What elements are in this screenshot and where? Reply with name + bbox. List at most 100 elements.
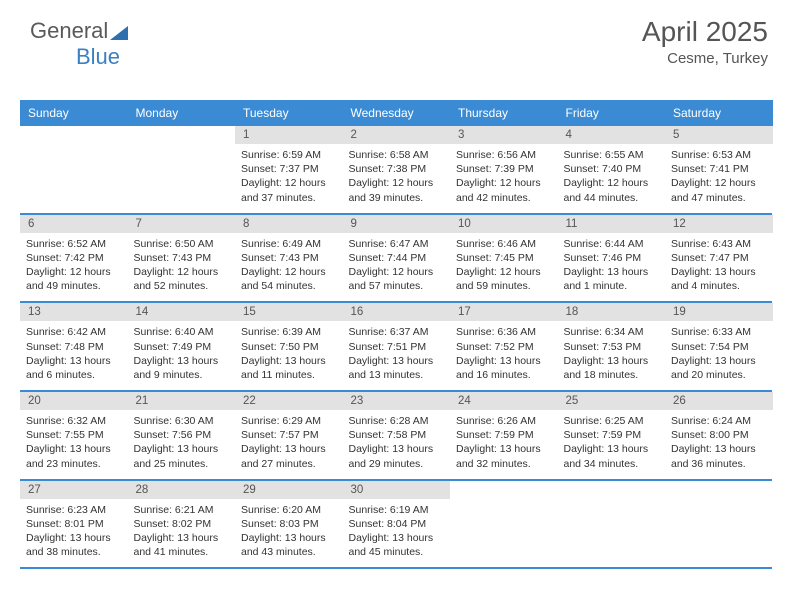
day-body: Sunrise: 6:42 AMSunset: 7:48 PMDaylight:…: [20, 321, 128, 390]
day-number: 20: [20, 392, 128, 410]
calendar-day: 27Sunrise: 6:23 AMSunset: 8:01 PMDayligh…: [20, 481, 128, 568]
day-body: Sunrise: 6:25 AMSunset: 7:59 PMDaylight:…: [558, 410, 666, 479]
day-body: Sunrise: 6:43 AMSunset: 7:47 PMDaylight:…: [665, 233, 773, 302]
day-body: Sunrise: 6:21 AMSunset: 8:02 PMDaylight:…: [128, 499, 236, 568]
day-body: Sunrise: 6:53 AMSunset: 7:41 PMDaylight:…: [665, 144, 773, 213]
calendar-day: 26Sunrise: 6:24 AMSunset: 8:00 PMDayligh…: [665, 392, 773, 479]
day-number: 10: [450, 215, 558, 233]
day-number: 7: [128, 215, 236, 233]
day-header: Saturday: [665, 100, 773, 126]
day-body: Sunrise: 6:40 AMSunset: 7:49 PMDaylight:…: [128, 321, 236, 390]
calendar-day: .: [450, 481, 558, 568]
day-body: Sunrise: 6:49 AMSunset: 7:43 PMDaylight:…: [235, 233, 343, 302]
calendar-day: 30Sunrise: 6:19 AMSunset: 8:04 PMDayligh…: [343, 481, 451, 568]
calendar-day: 4Sunrise: 6:55 AMSunset: 7:40 PMDaylight…: [558, 126, 666, 213]
day-number: 5: [665, 126, 773, 144]
day-number: 14: [128, 303, 236, 321]
day-number: 29: [235, 481, 343, 499]
calendar-week: 13Sunrise: 6:42 AMSunset: 7:48 PMDayligh…: [20, 303, 772, 392]
calendar-day: 24Sunrise: 6:26 AMSunset: 7:59 PMDayligh…: [450, 392, 558, 479]
day-number: 30: [343, 481, 451, 499]
header-right: April 2025 Cesme, Turkey: [642, 16, 768, 67]
calendar-day: 13Sunrise: 6:42 AMSunset: 7:48 PMDayligh…: [20, 303, 128, 390]
day-number: 2: [343, 126, 451, 144]
calendar-day: 9Sunrise: 6:47 AMSunset: 7:44 PMDaylight…: [343, 215, 451, 302]
day-number: 26: [665, 392, 773, 410]
month-title: April 2025: [642, 16, 768, 48]
calendar-day: 6Sunrise: 6:52 AMSunset: 7:42 PMDaylight…: [20, 215, 128, 302]
calendar-day: 22Sunrise: 6:29 AMSunset: 7:57 PMDayligh…: [235, 392, 343, 479]
day-number: 18: [558, 303, 666, 321]
day-number: 4: [558, 126, 666, 144]
calendar-week: 27Sunrise: 6:23 AMSunset: 8:01 PMDayligh…: [20, 481, 772, 570]
day-number: 1: [235, 126, 343, 144]
calendar-day: 28Sunrise: 6:21 AMSunset: 8:02 PMDayligh…: [128, 481, 236, 568]
day-number: 23: [343, 392, 451, 410]
calendar-day: 17Sunrise: 6:36 AMSunset: 7:52 PMDayligh…: [450, 303, 558, 390]
day-header: Sunday: [20, 100, 128, 126]
calendar-day: 29Sunrise: 6:20 AMSunset: 8:03 PMDayligh…: [235, 481, 343, 568]
brand-logo: General Blue: [30, 18, 126, 70]
calendar-day: 21Sunrise: 6:30 AMSunset: 7:56 PMDayligh…: [128, 392, 236, 479]
day-header: Wednesday: [343, 100, 451, 126]
location-label: Cesme, Turkey: [642, 50, 768, 67]
day-number: 24: [450, 392, 558, 410]
calendar-week: 20Sunrise: 6:32 AMSunset: 7:55 PMDayligh…: [20, 392, 772, 481]
calendar-day: .: [20, 126, 128, 213]
day-number: 12: [665, 215, 773, 233]
calendar-day: 14Sunrise: 6:40 AMSunset: 7:49 PMDayligh…: [128, 303, 236, 390]
calendar-week: 6Sunrise: 6:52 AMSunset: 7:42 PMDaylight…: [20, 215, 772, 304]
day-number: 6: [20, 215, 128, 233]
calendar-day: 25Sunrise: 6:25 AMSunset: 7:59 PMDayligh…: [558, 392, 666, 479]
calendar-day: 19Sunrise: 6:33 AMSunset: 7:54 PMDayligh…: [665, 303, 773, 390]
calendar-day: 16Sunrise: 6:37 AMSunset: 7:51 PMDayligh…: [343, 303, 451, 390]
day-number: 27: [20, 481, 128, 499]
day-body: Sunrise: 6:26 AMSunset: 7:59 PMDaylight:…: [450, 410, 558, 479]
calendar-day: 11Sunrise: 6:44 AMSunset: 7:46 PMDayligh…: [558, 215, 666, 302]
day-body: Sunrise: 6:37 AMSunset: 7:51 PMDaylight:…: [343, 321, 451, 390]
day-body: Sunrise: 6:44 AMSunset: 7:46 PMDaylight:…: [558, 233, 666, 302]
calendar-day: 5Sunrise: 6:53 AMSunset: 7:41 PMDaylight…: [665, 126, 773, 213]
day-number: 19: [665, 303, 773, 321]
day-number: 25: [558, 392, 666, 410]
calendar-day: 7Sunrise: 6:50 AMSunset: 7:43 PMDaylight…: [128, 215, 236, 302]
calendar-day: 18Sunrise: 6:34 AMSunset: 7:53 PMDayligh…: [558, 303, 666, 390]
day-number: 8: [235, 215, 343, 233]
brand-triangle-icon: [110, 26, 128, 40]
calendar-day: .: [128, 126, 236, 213]
day-body: Sunrise: 6:29 AMSunset: 7:57 PMDaylight:…: [235, 410, 343, 479]
day-header: Thursday: [450, 100, 558, 126]
day-body: Sunrise: 6:34 AMSunset: 7:53 PMDaylight:…: [558, 321, 666, 390]
day-number: 11: [558, 215, 666, 233]
day-body: Sunrise: 6:52 AMSunset: 7:42 PMDaylight:…: [20, 233, 128, 302]
calendar-day: 2Sunrise: 6:58 AMSunset: 7:38 PMDaylight…: [343, 126, 451, 213]
day-body: Sunrise: 6:24 AMSunset: 8:00 PMDaylight:…: [665, 410, 773, 479]
day-body: Sunrise: 6:33 AMSunset: 7:54 PMDaylight:…: [665, 321, 773, 390]
calendar-day: 1Sunrise: 6:59 AMSunset: 7:37 PMDaylight…: [235, 126, 343, 213]
day-number: 9: [343, 215, 451, 233]
calendar-day: 12Sunrise: 6:43 AMSunset: 7:47 PMDayligh…: [665, 215, 773, 302]
calendar-week: . . 1Sunrise: 6:59 AMSunset: 7:37 PMDayl…: [20, 126, 772, 215]
day-header-row: SundayMondayTuesdayWednesdayThursdayFrid…: [20, 100, 772, 126]
day-body: Sunrise: 6:58 AMSunset: 7:38 PMDaylight:…: [343, 144, 451, 213]
day-body: Sunrise: 6:39 AMSunset: 7:50 PMDaylight:…: [235, 321, 343, 390]
day-body: Sunrise: 6:19 AMSunset: 8:04 PMDaylight:…: [343, 499, 451, 568]
day-body: Sunrise: 6:56 AMSunset: 7:39 PMDaylight:…: [450, 144, 558, 213]
day-number: 3: [450, 126, 558, 144]
day-number: 17: [450, 303, 558, 321]
calendar-day: 23Sunrise: 6:28 AMSunset: 7:58 PMDayligh…: [343, 392, 451, 479]
brand-text-2: Blue: [76, 44, 120, 69]
day-number: 13: [20, 303, 128, 321]
day-number: 28: [128, 481, 236, 499]
day-body: Sunrise: 6:23 AMSunset: 8:01 PMDaylight:…: [20, 499, 128, 568]
day-header: Friday: [558, 100, 666, 126]
calendar-grid: SundayMondayTuesdayWednesdayThursdayFrid…: [20, 100, 772, 569]
day-body: Sunrise: 6:55 AMSunset: 7:40 PMDaylight:…: [558, 144, 666, 213]
calendar-day: 15Sunrise: 6:39 AMSunset: 7:50 PMDayligh…: [235, 303, 343, 390]
day-body: Sunrise: 6:30 AMSunset: 7:56 PMDaylight:…: [128, 410, 236, 479]
day-body: Sunrise: 6:36 AMSunset: 7:52 PMDaylight:…: [450, 321, 558, 390]
brand-text-1: General: [30, 18, 108, 43]
calendar-day: .: [665, 481, 773, 568]
day-body: Sunrise: 6:20 AMSunset: 8:03 PMDaylight:…: [235, 499, 343, 568]
calendar-day: 10Sunrise: 6:46 AMSunset: 7:45 PMDayligh…: [450, 215, 558, 302]
